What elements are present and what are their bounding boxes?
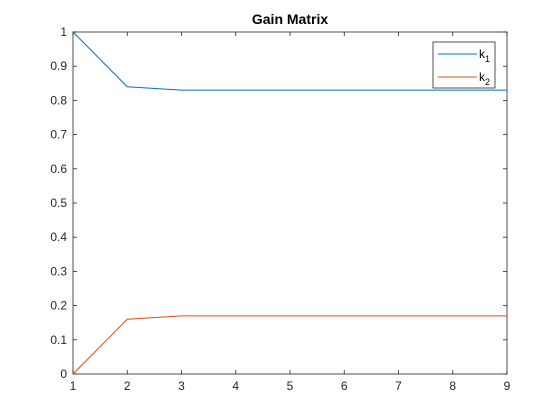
y-tick-label: 0.4: [50, 230, 67, 244]
x-tick-label: 2: [124, 379, 131, 393]
x-tick-label: 1: [70, 379, 77, 393]
x-tick-label: 7: [395, 379, 402, 393]
legend-label-subscript: 1: [485, 54, 490, 64]
x-tick-label: 3: [178, 379, 185, 393]
y-tick-label: 0.1: [50, 333, 67, 347]
y-tick-label: 0.9: [50, 59, 67, 73]
x-tick-label: 4: [232, 379, 239, 393]
y-tick-label: 0.7: [50, 128, 67, 142]
x-tick-label: 9: [504, 379, 511, 393]
y-tick-label: 0: [60, 367, 67, 381]
chart-title: Gain Matrix: [252, 11, 328, 27]
y-tick-label: 0.6: [50, 162, 67, 176]
x-tick-label: 8: [449, 379, 456, 393]
y-tick-label: 0.8: [50, 93, 67, 107]
y-tick-label: 0.5: [50, 196, 67, 210]
x-tick-label: 5: [287, 379, 294, 393]
x-tick-label: 6: [341, 379, 348, 393]
y-tick-label: 0.3: [50, 264, 67, 278]
legend-label-subscript: 2: [485, 77, 490, 87]
y-tick-label: 1: [60, 25, 67, 39]
y-tick-label: 0.2: [50, 299, 67, 313]
